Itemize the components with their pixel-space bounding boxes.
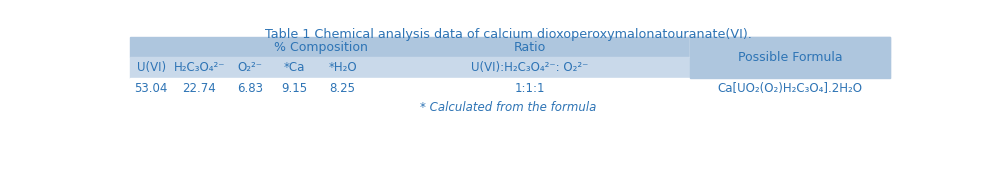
Bar: [130, 57, 890, 78]
Text: 9.15: 9.15: [282, 82, 308, 95]
Text: O₂²⁻: O₂²⁻: [237, 61, 262, 74]
Text: 53.04: 53.04: [135, 82, 168, 95]
Text: H₂C₃O₄²⁻: H₂C₃O₄²⁻: [174, 61, 225, 74]
Bar: [130, 78, 890, 98]
Text: *Ca: *Ca: [284, 61, 305, 74]
Text: *H₂O: *H₂O: [329, 61, 357, 74]
Text: 22.74: 22.74: [183, 82, 216, 95]
Text: 1:1:1: 1:1:1: [514, 82, 545, 95]
Text: U(VI):H₂C₃O₄²⁻: O₂²⁻: U(VI):H₂C₃O₄²⁻: O₂²⁻: [471, 61, 588, 74]
Bar: [690, 37, 890, 78]
Text: 6.83: 6.83: [236, 82, 263, 95]
Bar: [690, 37, 890, 57]
Text: Ca[UO₂(O₂)H₂C₃O₄].2H₂O: Ca[UO₂(O₂)H₂C₃O₄].2H₂O: [717, 82, 862, 95]
Text: 8.25: 8.25: [330, 82, 355, 95]
Text: % Composition: % Composition: [274, 41, 368, 54]
Text: U(VI): U(VI): [137, 61, 166, 74]
Text: Ratio: Ratio: [513, 41, 545, 54]
Text: * Calculated from the formula: * Calculated from the formula: [420, 101, 597, 114]
Bar: [130, 37, 890, 57]
Text: Possible Formula: Possible Formula: [738, 51, 842, 64]
Text: Table 1 Chemical analysis data of calcium dioxoperoxymalonatouranate(VI).: Table 1 Chemical analysis data of calciu…: [265, 28, 752, 41]
